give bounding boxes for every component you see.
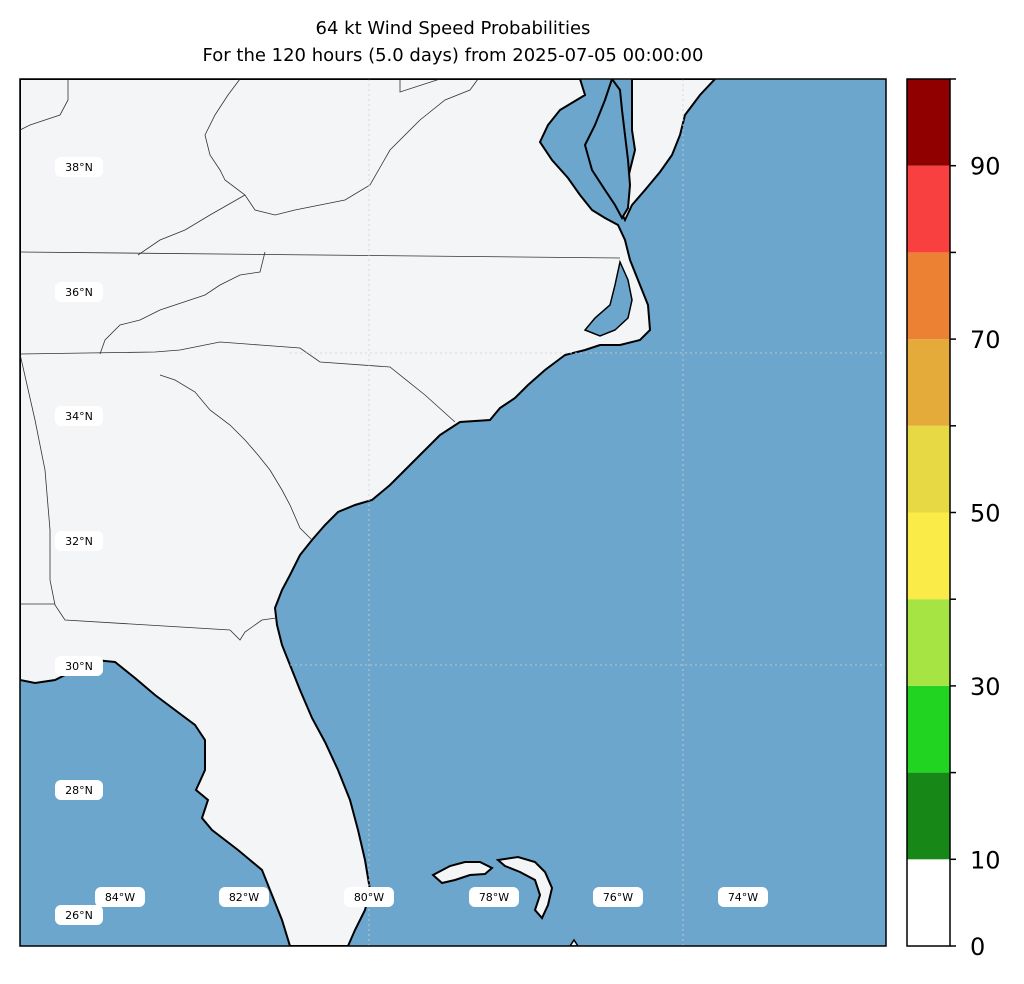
latitude-labels: 38°N 36°N 34°N 32°N 30°N 28°N 26°N xyxy=(55,157,103,925)
colorbar-segment xyxy=(907,772,950,860)
map-frame xyxy=(19,78,887,947)
gridlines xyxy=(290,79,886,946)
bahamas-island xyxy=(569,938,579,946)
svg-text:76°W: 76°W xyxy=(603,891,633,904)
svg-text:80°W: 80°W xyxy=(354,891,384,904)
bahamas-island xyxy=(431,861,494,885)
svg-text:38°N: 38°N xyxy=(65,161,93,174)
colorbar-segment xyxy=(907,859,950,946)
colorbar-segment xyxy=(907,252,950,340)
lat-label-38: 38°N xyxy=(55,157,103,177)
state-borders xyxy=(20,79,621,641)
colorbar-segment xyxy=(907,79,950,166)
svg-text:26°N: 26°N xyxy=(65,909,93,922)
svg-text:32°N: 32°N xyxy=(65,535,93,548)
map-subtitle: For the 120 hours (5.0 days) from 2025-0… xyxy=(202,45,704,66)
svg-text:30°N: 30°N xyxy=(65,660,93,673)
lon-label-76: 76°W xyxy=(593,887,643,907)
svg-text:34°N: 34°N xyxy=(65,410,93,423)
colorbar-segment xyxy=(907,425,950,513)
lon-label-82: 82°W xyxy=(219,887,269,907)
svg-text:82°W: 82°W xyxy=(229,891,259,904)
colorbar-tick-label: 10 xyxy=(970,846,1001,874)
lat-label-30: 30°N xyxy=(55,656,103,676)
lat-label-34: 34°N xyxy=(55,406,103,426)
lat-label-28: 28°N xyxy=(55,780,103,800)
colorbar-segment xyxy=(907,512,950,600)
svg-text:74°W: 74°W xyxy=(728,891,758,904)
lat-label-26: 26°N xyxy=(55,905,103,925)
lon-label-74: 74°W xyxy=(718,887,768,907)
colorbar-tick-label: 30 xyxy=(970,673,1001,701)
colorbar: 0 10 30 50 70 90 xyxy=(906,78,1001,961)
pamlico-sound xyxy=(583,259,633,337)
lat-label-36: 36°N xyxy=(55,282,103,302)
colorbar-tick-label: 90 xyxy=(970,153,1001,181)
svg-text:36°N: 36°N xyxy=(65,286,93,299)
colorbar-tick-label: 70 xyxy=(970,326,1001,354)
lat-label-32: 32°N xyxy=(55,531,103,551)
lon-label-78: 78°W xyxy=(469,887,519,907)
colorbar-segment xyxy=(907,165,950,253)
map-title: 64 kt Wind Speed Probabilities xyxy=(315,18,591,39)
lon-label-84: 84°W xyxy=(95,887,145,907)
bahamas-island xyxy=(495,855,554,920)
colorbar-tick-label: 50 xyxy=(970,500,1001,528)
longitude-labels: 84°W 82°W 80°W 78°W 76°W 74°W xyxy=(95,887,768,907)
chesapeake-bay xyxy=(583,79,632,221)
colorbar-segment xyxy=(907,685,950,773)
svg-text:28°N: 28°N xyxy=(65,784,93,797)
land-mass xyxy=(20,79,652,946)
svg-text:84°W: 84°W xyxy=(105,891,135,904)
colorbar-tick-label: 0 xyxy=(970,933,985,961)
lon-label-80: 80°W xyxy=(344,887,394,907)
colorbar-segment xyxy=(907,599,950,686)
land-delmarva xyxy=(618,79,717,223)
colorbar-segment xyxy=(907,339,950,426)
svg-text:78°W: 78°W xyxy=(479,891,509,904)
